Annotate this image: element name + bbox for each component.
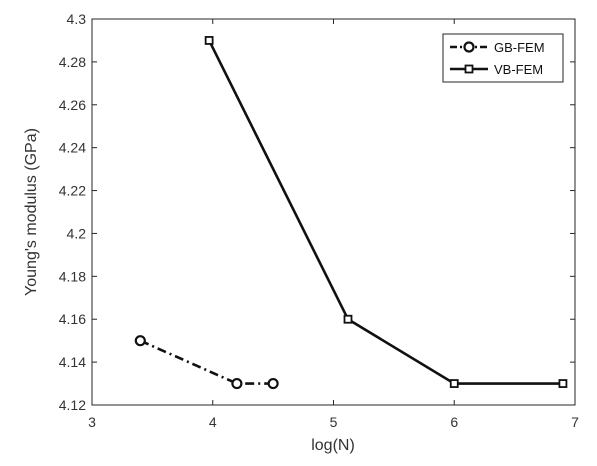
x-tick-label: 4 bbox=[209, 414, 217, 430]
y-axis: 4.12 4.14 4.16 4.18 4.2 4.22 4.24 4.26 4.28 4.3 bbox=[59, 11, 575, 413]
y-tick-label: 4.22 bbox=[59, 183, 86, 199]
data-point bbox=[267, 377, 279, 390]
data-point bbox=[558, 379, 568, 388]
data-point bbox=[204, 36, 214, 45]
y-tick-label: 4.2 bbox=[67, 225, 87, 241]
legend-marker bbox=[464, 64, 474, 74]
series-layer bbox=[134, 36, 568, 390]
x-axis: 3 4 5 6 7 bbox=[88, 19, 579, 430]
y-tick-label: 4.3 bbox=[67, 11, 87, 27]
y-tick-label: 4.24 bbox=[59, 140, 86, 156]
y-tick-label: 4.16 bbox=[59, 311, 86, 327]
legend-label: GB-FEM bbox=[494, 40, 545, 55]
series-line bbox=[207, 39, 563, 385]
legend-label: VB-FEM bbox=[494, 62, 543, 77]
y-axis-title: Young's modulus (GPa) bbox=[23, 128, 40, 296]
data-point bbox=[449, 379, 459, 388]
x-tick-label: 7 bbox=[571, 414, 579, 430]
legend-box bbox=[442, 33, 564, 83]
legend: GB-FEM VB-FEM bbox=[442, 33, 564, 83]
plot-area bbox=[91, 18, 576, 406]
y-tick-label: 4.18 bbox=[59, 268, 86, 284]
data-point bbox=[231, 377, 243, 390]
legend-marker bbox=[463, 41, 475, 53]
y-tick-label: 4.12 bbox=[59, 397, 86, 413]
y-tick-label: 4.28 bbox=[59, 54, 86, 70]
data-point bbox=[134, 335, 146, 347]
x-tick-label: 3 bbox=[88, 414, 96, 430]
x-axis-title: log(N) bbox=[311, 437, 355, 454]
x-tick-label: 5 bbox=[330, 414, 338, 430]
x-tick-label: 6 bbox=[450, 414, 458, 430]
data-point bbox=[343, 314, 353, 324]
y-tick-label: 4.26 bbox=[59, 97, 86, 113]
y-tick-label: 4.14 bbox=[59, 354, 86, 370]
